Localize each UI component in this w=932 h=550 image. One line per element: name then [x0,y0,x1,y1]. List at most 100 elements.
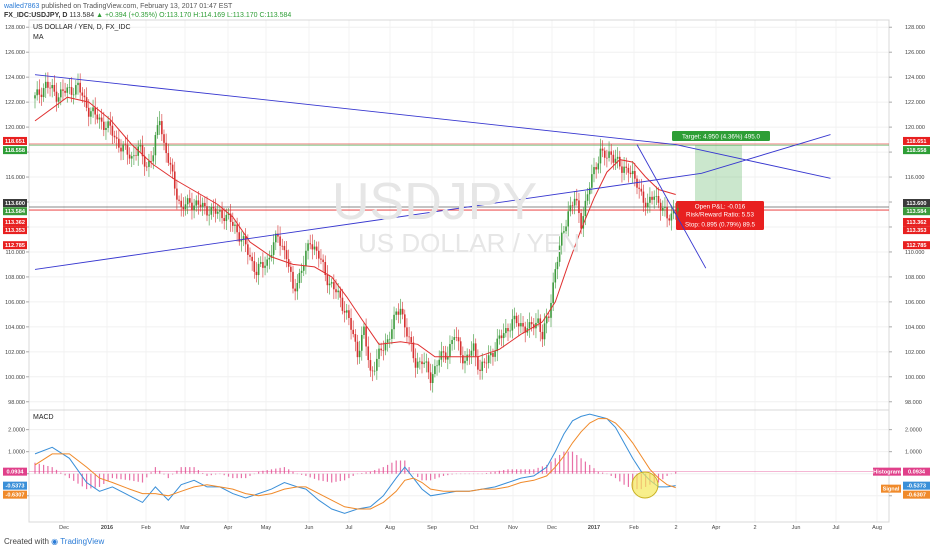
candle-body [427,361,430,373]
candle [348,304,350,326]
histogram-bar [498,470,500,474]
trendlines[interactable] [34,74,831,270]
candle [92,99,94,118]
candle [664,197,666,217]
candle-body [208,214,210,216]
candle [143,147,146,176]
candle-body [66,87,69,93]
candle [169,157,172,175]
stop-label-bg [676,201,764,230]
candle-body [436,365,438,367]
candle-body [638,187,640,189]
candle [455,327,458,342]
candle [436,360,438,376]
candle [111,116,114,145]
histogram-bar [666,473,668,476]
candle [193,198,195,219]
macd-tag-macd-left-bg [3,481,27,490]
candle [625,157,628,175]
time-tick-label: Jul [345,525,352,531]
macd-axis[interactable]: 2.00002.00001.00001.00000.00000.0000-1.0… [6,428,923,500]
candle-body [120,147,122,152]
histogram-bar [232,473,234,479]
histogram-bar [614,473,617,479]
candle-body [259,262,262,264]
candle [83,89,86,107]
footer-text: Created with [4,537,49,546]
candle-body [219,210,221,212]
tradingview-link[interactable]: TradingView [60,537,105,546]
candle [513,307,516,329]
histogram-bar [313,473,316,479]
candle-body [154,135,157,156]
macd-panel-title[interactable]: MACD [33,414,54,421]
candle [309,234,311,250]
candle [62,79,64,101]
candle [631,161,634,184]
histogram-bar [528,469,531,474]
histogram-bar [571,451,574,474]
candle [569,196,572,217]
candle [130,151,133,168]
candle [520,313,522,334]
candle-body [453,337,456,340]
candle [279,226,281,256]
candle [429,363,432,391]
candle-body [251,256,253,262]
candle-body [143,156,146,167]
candle-body [326,275,329,286]
histogram-bar [425,473,427,481]
candle [150,151,152,168]
candle [244,228,247,253]
candle-body [530,322,533,325]
histogram-bar [520,469,522,474]
candle-body [255,271,258,276]
histogram-bar [589,464,591,474]
candle-body [115,137,118,139]
candle [339,286,342,308]
candle [264,256,266,276]
candle-body [195,200,198,206]
candle [556,256,559,280]
histogram-bar [197,470,199,474]
histogram-bar [210,473,212,476]
histogram-bar [258,471,260,474]
candle-body [468,354,471,356]
time-tick-label: Aug [872,525,882,531]
macd-tag-hist-left-bg [3,467,27,476]
candle-body [234,224,236,226]
candle-body [376,358,378,371]
candle-body [391,329,393,339]
candle-body [593,167,595,175]
candle [223,208,225,230]
candle [397,303,400,324]
candle [38,79,41,104]
author-link[interactable]: walled7863 [4,3,40,10]
symbol-info: FX_IDC:USDJPY, D 113.584 ▲ +0.394 (+0.35… [4,12,291,19]
time-axis[interactable]: Dec 2016 Feb Mar Apr May Jun Jul Aug Sep Oct Nov Dec… [59,525,882,531]
price-tick-label-right: 106.000 [905,300,925,306]
candle [72,87,75,105]
candle [588,182,591,205]
macd-tag-macd-right: -0.5373 [907,484,926,490]
candle-body [629,172,632,175]
histogram-bar [361,472,363,474]
histogram-bar [344,473,346,481]
price-tick-label-left: 126.000 [5,50,25,56]
candle-body [556,261,559,270]
price-tick-label-left: 108.000 [5,275,25,281]
candle-body [425,361,428,363]
candle [307,239,309,260]
candle-body [85,97,88,108]
candle-body [272,242,275,255]
ma-legend[interactable]: MA [33,34,44,41]
candle [571,201,574,215]
candle-body [603,150,606,158]
candle-body [238,232,241,242]
histogram-bar [94,473,96,488]
tag-113353-right: 113.353 [907,228,927,234]
candle-body [354,334,357,342]
candle [563,225,565,242]
histogram-bar [55,469,58,474]
